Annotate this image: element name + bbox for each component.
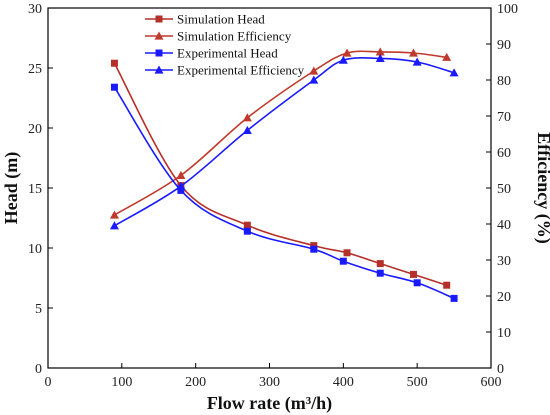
left-tick-label: 0 <box>35 362 42 377</box>
right-tick-label: 70 <box>497 110 511 125</box>
legend-marker <box>154 65 164 74</box>
data-point <box>176 181 186 190</box>
x-tick-label: 100 <box>111 375 132 390</box>
data-point <box>177 186 185 194</box>
left-tick-label: 20 <box>28 122 42 137</box>
x-tick-label: 600 <box>481 375 502 390</box>
right-tick-label: 90 <box>497 38 511 53</box>
data-point <box>339 257 347 265</box>
right-tick-label: 0 <box>497 362 504 377</box>
data-point <box>343 249 351 257</box>
x-tick-label: 200 <box>185 375 206 390</box>
data-point <box>375 53 385 62</box>
series-experimental-head <box>110 83 458 302</box>
data-point <box>413 279 421 287</box>
right-tick-label: 100 <box>497 2 518 17</box>
data-point <box>310 245 318 253</box>
data-point <box>375 47 385 56</box>
series-line <box>114 57 455 227</box>
legend-item: Experimental Head <box>145 46 278 61</box>
data-point <box>109 210 119 219</box>
data-point <box>450 294 458 302</box>
legend-label: Experimental Efficiency <box>177 63 305 78</box>
data-point <box>176 170 186 179</box>
data-point <box>342 48 352 57</box>
data-point <box>242 113 252 122</box>
data-point <box>109 221 119 230</box>
right-tick-label: 10 <box>497 326 511 341</box>
left-tick-label: 30 <box>28 2 42 17</box>
data-point <box>309 75 319 84</box>
left-axis-title: Head (m) <box>1 152 22 224</box>
series-line <box>113 86 455 300</box>
data-point <box>243 227 251 235</box>
data-point <box>338 55 348 64</box>
legend-marker <box>155 49 163 57</box>
legend-marker <box>154 31 164 40</box>
left-tick-label: 10 <box>28 242 42 257</box>
legend-label: Simulation Efficiency <box>177 29 292 44</box>
legend: Simulation Head Simulation Efficiency Expe… <box>145 12 305 78</box>
x-axis-title: Flow rate (m³/h) <box>207 393 332 414</box>
data-point <box>242 125 252 134</box>
x-tick-label: 0 <box>45 375 52 390</box>
data-point <box>110 83 118 91</box>
right-tick-label: 30 <box>497 254 511 269</box>
right-tick-label: 40 <box>497 218 511 233</box>
left-tick-label: 5 <box>35 302 42 317</box>
right-tick-label: 60 <box>497 146 511 161</box>
x-axis-ticks: 0 100 200 300 400 500 600 <box>45 363 502 390</box>
left-tick-label: 25 <box>28 62 42 77</box>
data-point <box>243 221 251 229</box>
data-point <box>408 48 418 57</box>
legend-item: Simulation Efficiency <box>145 29 292 44</box>
series-line <box>113 62 447 286</box>
right-axis-title: Efficiency (%) <box>533 132 550 243</box>
series-line <box>114 50 447 216</box>
data-point <box>309 66 319 75</box>
left-tick-label: 15 <box>28 182 42 197</box>
legend-item: Simulation Head <box>145 12 265 27</box>
data-point <box>442 52 452 61</box>
right-axis-ticks: 0 10 20 30 40 50 60 70 80 90 100 <box>486 2 518 377</box>
series-simulation-efficiency <box>109 47 452 219</box>
x-tick-label: 400 <box>333 375 354 390</box>
right-tick-label: 20 <box>497 290 511 305</box>
right-tick-label: 80 <box>497 74 511 89</box>
data-point <box>376 269 384 277</box>
legend-marker <box>155 15 163 23</box>
series-layer <box>109 47 459 302</box>
right-tick-label: 50 <box>497 182 511 197</box>
data-point <box>443 281 451 289</box>
legend-label: Experimental Head <box>177 46 278 61</box>
data-point <box>412 57 422 66</box>
series-experimental-efficiency <box>109 53 459 230</box>
data-point <box>409 270 417 278</box>
x-tick-label: 500 <box>407 375 428 390</box>
legend-label: Simulation Head <box>177 12 265 27</box>
x-tick-label: 300 <box>259 375 280 390</box>
legend-item: Experimental Efficiency <box>145 63 305 78</box>
data-point <box>376 260 384 268</box>
data-point <box>449 68 459 77</box>
left-axis-ticks: 0 5 10 15 20 25 30 <box>28 2 53 377</box>
data-point <box>310 242 318 250</box>
data-point <box>110 59 118 67</box>
